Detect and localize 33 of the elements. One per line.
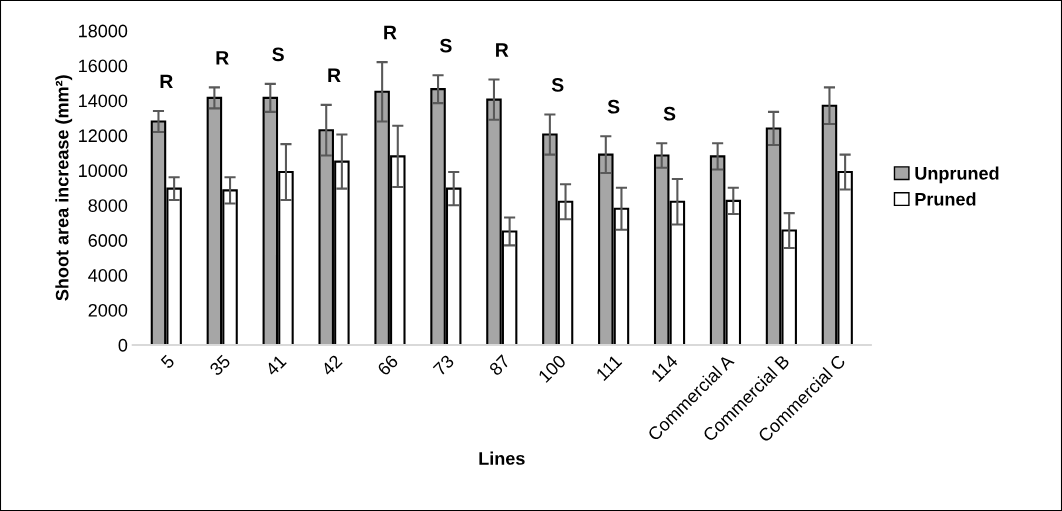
annotation: S [663,106,676,121]
y-tick-label: 12000 [79,129,128,143]
x-axis-title: Lines [479,451,525,465]
x-tick-label: 66 [376,354,399,377]
x-tick-label: 73 [432,354,455,377]
annotation: S [439,38,452,53]
annotation: S [607,99,620,114]
legend-label: Pruned [915,192,976,206]
annotation: S [272,47,284,62]
x-tick-label: 5 [160,354,176,370]
annotation: R [496,43,509,57]
y-tick-label: 8000 [88,199,128,212]
y-tick-label: 16000 [79,59,128,73]
annotation: S [551,78,564,92]
y-tick-label: 0 [118,338,128,352]
annotation: R [160,74,173,89]
x-tick-label: 87 [488,354,511,377]
y-axis-title: Shoot area increase (mm²) [55,75,73,301]
y-tick-label: 2000 [88,303,128,317]
x-tick-label: 41 [264,354,287,377]
y-tick-label: 6000 [88,234,128,247]
legend-label: Unpruned [915,166,999,184]
x-tick-label: 35 [208,354,232,377]
y-tick-label: 4000 [88,269,128,282]
y-tick-label: 18000 [79,24,128,38]
x-tick-label: 42 [320,354,343,377]
y-tick-label: 10000 [79,164,128,178]
x-tick-label: 100 [537,354,567,383]
y-tick-label: 14000 [79,94,128,108]
annotation: R [384,25,397,40]
x-tick-label: 111 [595,354,623,381]
annotation: R [328,68,341,82]
annotation: R [216,51,229,65]
